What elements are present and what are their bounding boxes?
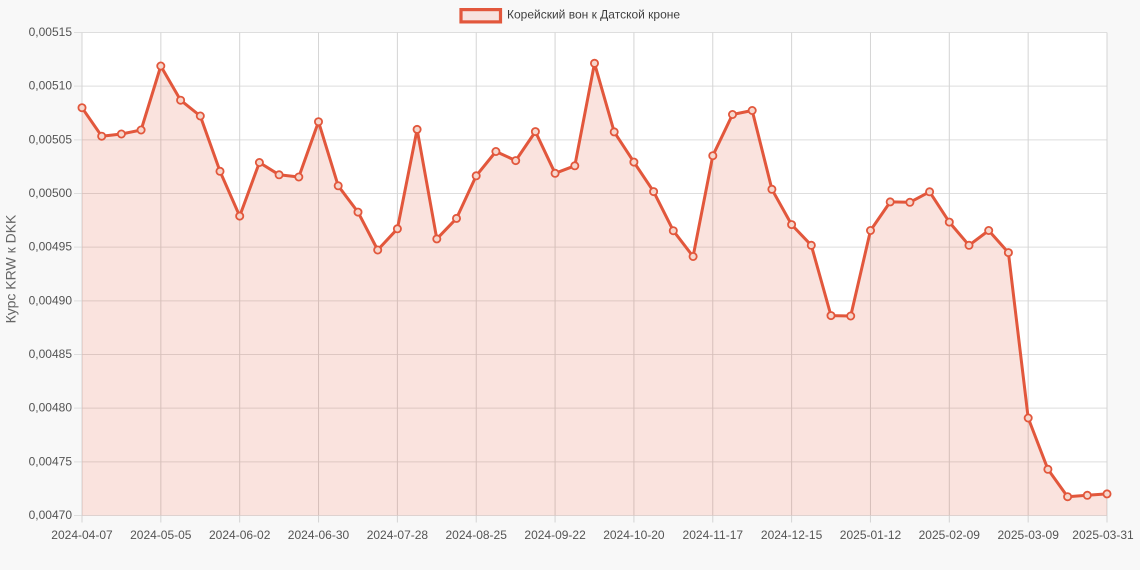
svg-text:2024-05-05: 2024-05-05 — [130, 528, 192, 542]
svg-text:2024-07-28: 2024-07-28 — [367, 528, 429, 542]
svg-text:2024-09-22: 2024-09-22 — [524, 528, 586, 542]
svg-text:0,00515: 0,00515 — [29, 25, 73, 39]
svg-text:Курс KRW к DKK: Курс KRW к DKK — [3, 214, 19, 323]
svg-text:2024-06-02: 2024-06-02 — [209, 528, 271, 542]
svg-text:0,00490: 0,00490 — [29, 293, 73, 307]
svg-text:Корейский вон к Датской кроне: Корейский вон к Датской кроне — [507, 8, 680, 22]
svg-text:2024-10-20: 2024-10-20 — [603, 528, 665, 542]
svg-text:0,00510: 0,00510 — [29, 79, 73, 93]
svg-text:2025-03-09: 2025-03-09 — [998, 528, 1060, 542]
svg-text:0,00505: 0,00505 — [29, 132, 73, 146]
svg-text:0,00480: 0,00480 — [29, 401, 73, 415]
svg-text:2025-03-31: 2025-03-31 — [1072, 528, 1134, 542]
svg-text:0,00470: 0,00470 — [29, 508, 73, 522]
svg-text:2025-01-12: 2025-01-12 — [840, 528, 902, 542]
svg-text:2024-12-15: 2024-12-15 — [761, 528, 823, 542]
svg-text:0,00495: 0,00495 — [29, 240, 73, 254]
svg-text:2025-02-09: 2025-02-09 — [919, 528, 981, 542]
svg-text:2024-08-25: 2024-08-25 — [446, 528, 508, 542]
svg-text:2024-04-07: 2024-04-07 — [51, 528, 113, 542]
svg-text:2024-06-30: 2024-06-30 — [288, 528, 350, 542]
svg-text:0,00485: 0,00485 — [29, 347, 73, 361]
svg-text:2024-11-17: 2024-11-17 — [683, 528, 744, 542]
svg-text:0,00500: 0,00500 — [29, 186, 73, 200]
svg-text:0,00475: 0,00475 — [29, 454, 73, 468]
